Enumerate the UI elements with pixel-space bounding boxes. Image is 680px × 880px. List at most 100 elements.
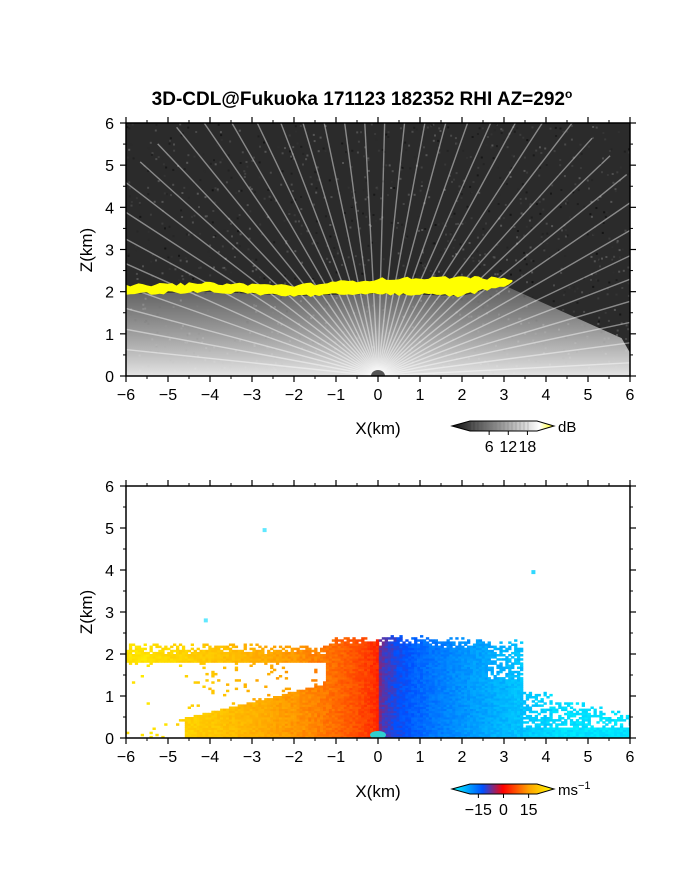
velocity-pixel (275, 658, 280, 661)
velocity-pixel (367, 643, 371, 646)
velocity-pixel (281, 735, 286, 738)
velocity-pixel (396, 700, 400, 703)
velocity-pixel (226, 651, 230, 655)
velocity-pixel (296, 660, 300, 663)
velocity-pixel (352, 719, 356, 722)
velocity-pixel (373, 721, 377, 724)
velocity-pixel (234, 735, 239, 738)
noise-pixel (459, 243, 462, 246)
noise-pixel (274, 199, 277, 202)
velocity-pixel (331, 721, 336, 724)
velocity-pixel (402, 654, 406, 657)
velocity-pixel (287, 691, 291, 695)
velocity-pixel (428, 704, 433, 707)
velocity-pixel (402, 681, 406, 684)
velocity-pixel (396, 708, 400, 712)
velocity-pixel (246, 725, 250, 728)
noise-pixel (620, 322, 623, 325)
noise-pixel (324, 150, 327, 153)
velocity-pixel (346, 698, 350, 701)
velocity-pixel (420, 696, 424, 699)
velocity-pixel (414, 685, 418, 688)
velocity-pixel (417, 696, 421, 699)
velocity-pixel (361, 689, 365, 693)
velocity-pixel (284, 651, 289, 655)
velocity-pixel (328, 696, 333, 699)
velocity-pixel (217, 660, 221, 663)
velocity-pixel (384, 641, 388, 644)
velocity-pixel (367, 656, 371, 659)
noise-pixel (502, 217, 505, 220)
velocity-pixel (346, 689, 350, 693)
velocity-pixel (340, 662, 344, 665)
velocity-pixel (196, 723, 200, 726)
velocity-pixel (399, 721, 403, 724)
velocity-pixel (414, 651, 418, 655)
velocity-pixel (449, 708, 453, 712)
velocity-pixel (384, 679, 388, 682)
velocity-pixel (334, 700, 338, 703)
velocity-pixel (293, 706, 297, 709)
velocity-pixel (293, 731, 297, 735)
velocity-pixel (414, 654, 418, 657)
velocity-pixel (364, 719, 368, 722)
velocity-pixel (217, 733, 221, 737)
noise-pixel (453, 275, 456, 278)
velocity-pixel (425, 733, 430, 737)
velocity-pixel (420, 643, 424, 646)
noise-pixel (513, 130, 516, 133)
velocity-pixel (278, 729, 283, 733)
velocity-pixel (422, 679, 427, 682)
noise-pixel (285, 242, 288, 245)
velocity-pixel (273, 656, 277, 659)
beam-ray (377, 201, 630, 376)
velocity-pixel (428, 725, 433, 728)
velocity-pixel (414, 666, 418, 670)
velocity-pixel (149, 654, 153, 657)
noise-pixel (562, 309, 565, 311)
velocity-pixel (243, 721, 247, 724)
velocity-pixel (323, 731, 327, 735)
velocity-pixel (402, 670, 406, 674)
noise-pixel (463, 257, 466, 260)
velocity-pixel (234, 645, 239, 649)
velocity-pixel (246, 735, 250, 738)
velocity-pixel (231, 727, 236, 730)
velocity-pixel (414, 677, 418, 680)
velocity-pixel (249, 723, 253, 726)
velocity-pixel (325, 656, 330, 659)
velocity-pixel (328, 685, 333, 688)
velocity-pixel (343, 696, 347, 699)
velocity-pixel (275, 660, 280, 663)
noise-pixel (519, 198, 522, 200)
velocity-pixel (190, 723, 194, 726)
velocity-pixel (340, 704, 344, 707)
velocity-pixel (375, 687, 380, 691)
noise-pixel (498, 217, 501, 220)
velocity-pixel (367, 702, 371, 705)
noise-pixel (350, 205, 353, 208)
velocity-pixel (446, 706, 450, 709)
velocity-pixel (337, 691, 341, 695)
noise-pixel (441, 222, 444, 225)
noise-pixel (130, 201, 133, 203)
velocity-pixel (340, 675, 344, 678)
velocity-pixel (264, 729, 268, 733)
noise-pixel (263, 197, 266, 200)
velocity-pixel (252, 735, 256, 738)
velocity-pixel (452, 691, 456, 695)
velocity-pixel (323, 658, 327, 661)
noise-pixel (404, 141, 407, 144)
velocity-pixel (375, 683, 380, 686)
velocity-pixel (343, 704, 347, 707)
velocity-pixel (346, 712, 350, 716)
velocity-pixel (399, 681, 403, 684)
velocity-pixel (452, 685, 456, 688)
velocity-pixel (243, 719, 247, 722)
noise-pixel (598, 258, 600, 261)
velocity-pixel (381, 666, 386, 670)
velocity-pixel (249, 717, 253, 720)
velocity-pixel (417, 733, 421, 737)
velocity-pixel (202, 662, 206, 665)
velocity-pixel (314, 651, 318, 655)
